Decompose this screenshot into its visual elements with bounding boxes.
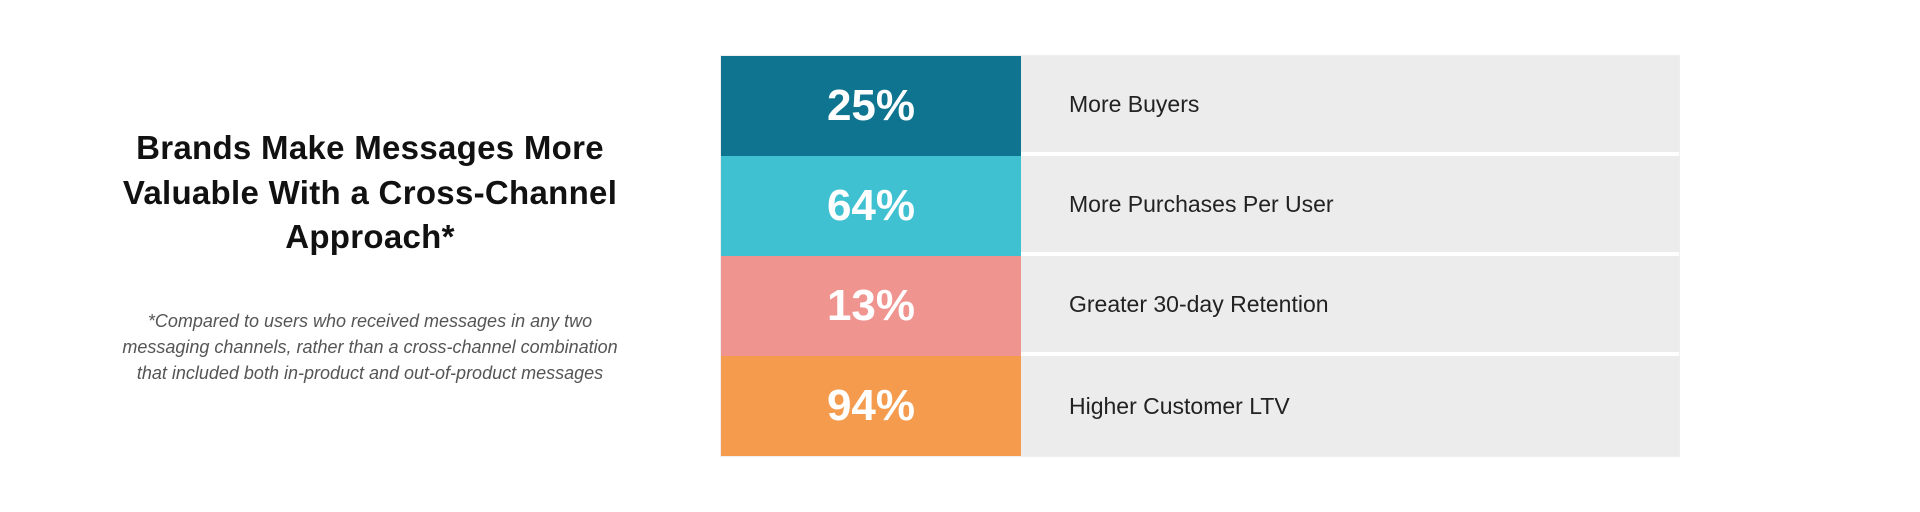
stat-row: 13% Greater 30-day Retention (721, 256, 1679, 356)
stat-value: 25% (721, 56, 1021, 156)
stat-value: 13% (721, 256, 1021, 356)
stat-row: 64% More Purchases Per User (721, 156, 1679, 256)
infographic-container: Brands Make Messages More Valuable With … (0, 0, 1920, 512)
footnote: *Compared to users who received messages… (90, 308, 650, 386)
stats-table: 25% More Buyers 64% More Purchases Per U… (720, 55, 1680, 457)
stat-value: 64% (721, 156, 1021, 256)
stat-value: 94% (721, 356, 1021, 456)
stat-label: More Buyers (1021, 56, 1679, 156)
text-panel: Brands Make Messages More Valuable With … (0, 126, 720, 386)
heading: Brands Make Messages More Valuable With … (90, 126, 650, 260)
stat-label: Greater 30-day Retention (1021, 256, 1679, 356)
stat-row: 94% Higher Customer LTV (721, 356, 1679, 456)
stat-label: More Purchases Per User (1021, 156, 1679, 256)
stats-panel: 25% More Buyers 64% More Purchases Per U… (720, 55, 1800, 457)
stat-row: 25% More Buyers (721, 56, 1679, 156)
stat-label: Higher Customer LTV (1021, 356, 1679, 456)
